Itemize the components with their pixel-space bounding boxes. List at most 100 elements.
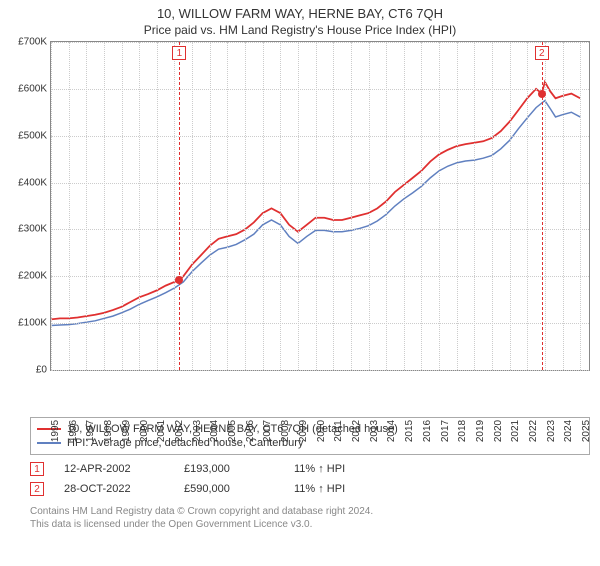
gridline-vertical <box>210 42 211 370</box>
chart-title-line2: Price paid vs. HM Land Registry's House … <box>0 23 600 37</box>
gridline-vertical <box>227 42 228 370</box>
y-tick-label: £400K <box>18 177 47 188</box>
gridline-vertical <box>51 42 52 370</box>
marker-number-box: 2 <box>535 46 549 60</box>
gridline-vertical <box>333 42 334 370</box>
transaction-hpi: 11% ↑ HPI <box>294 483 394 495</box>
y-tick-label: £300K <box>18 224 47 235</box>
x-tick-label: 2011 <box>333 420 344 442</box>
gridline-horizontal <box>51 229 589 230</box>
x-tick-label: 2008 <box>280 420 291 442</box>
transaction-hpi: 11% ↑ HPI <box>294 463 394 475</box>
x-tick-label: 2000 <box>139 420 150 442</box>
y-tick-label: £500K <box>18 130 47 141</box>
x-tick-label: 2012 <box>351 420 362 442</box>
x-axis-labels: 1995199619971998199920002001200220032004… <box>50 371 590 411</box>
transaction-date: 12-APR-2002 <box>64 463 164 475</box>
transaction-date: 28-OCT-2022 <box>64 483 164 495</box>
gridline-vertical <box>580 42 581 370</box>
legend-swatch <box>37 442 61 444</box>
gridline-vertical <box>386 42 387 370</box>
chart-container: 10, WILLOW FARM WAY, HERNE BAY, CT6 7QH … <box>0 6 600 566</box>
x-tick-label: 2023 <box>546 420 557 442</box>
x-tick-label: 1999 <box>121 420 132 442</box>
x-tick-label: 2017 <box>440 420 451 442</box>
x-tick-label: 2014 <box>386 420 397 442</box>
gridline-vertical <box>86 42 87 370</box>
transaction-table: 1 12-APR-2002 £193,000 11% ↑ HPI 2 28-OC… <box>30 459 590 499</box>
x-tick-label: 2003 <box>192 420 203 442</box>
plot-region: £0£100K£200K£300K£400K£500K£600K£700K12 <box>50 41 590 371</box>
gridline-vertical <box>192 42 193 370</box>
x-tick-label: 2021 <box>510 420 521 442</box>
gridline-vertical <box>316 42 317 370</box>
gridline-vertical <box>421 42 422 370</box>
marker-dot <box>175 276 183 284</box>
gridline-horizontal <box>51 323 589 324</box>
gridline-horizontal <box>51 136 589 137</box>
gridline-horizontal <box>51 183 589 184</box>
x-tick-label: 2024 <box>563 420 574 442</box>
transaction-price: £193,000 <box>184 463 274 475</box>
x-tick-label: 2007 <box>262 420 273 442</box>
y-tick-label: £600K <box>18 83 47 94</box>
x-tick-label: 2016 <box>422 420 433 442</box>
x-tick-label: 2025 <box>581 420 592 442</box>
footer-attribution: Contains HM Land Registry data © Crown c… <box>30 505 590 531</box>
gridline-vertical <box>510 42 511 370</box>
transaction-row: 2 28-OCT-2022 £590,000 11% ↑ HPI <box>30 479 590 499</box>
transaction-marker-box: 2 <box>30 482 44 496</box>
marker-dot <box>538 90 546 98</box>
x-tick-label: 2018 <box>457 420 468 442</box>
gridline-vertical <box>563 42 564 370</box>
gridline-vertical <box>404 42 405 370</box>
x-tick-label: 2001 <box>156 420 167 442</box>
transaction-price: £590,000 <box>184 483 274 495</box>
gridline-vertical <box>122 42 123 370</box>
y-tick-label: £200K <box>18 271 47 282</box>
x-tick-label: 1997 <box>85 420 96 442</box>
gridline-vertical <box>139 42 140 370</box>
gridline-vertical <box>457 42 458 370</box>
gridline-vertical <box>174 42 175 370</box>
gridline-vertical <box>439 42 440 370</box>
footer-line: This data is licensed under the Open Gov… <box>30 518 590 531</box>
x-tick-label: 2004 <box>209 420 220 442</box>
x-tick-label: 1995 <box>50 420 61 442</box>
gridline-vertical <box>104 42 105 370</box>
x-tick-label: 2015 <box>404 420 415 442</box>
gridline-vertical <box>157 42 158 370</box>
x-tick-label: 2009 <box>298 420 309 442</box>
footer-line: Contains HM Land Registry data © Crown c… <box>30 505 590 518</box>
gridline-vertical <box>69 42 70 370</box>
x-tick-label: 1998 <box>103 420 114 442</box>
gridline-vertical <box>492 42 493 370</box>
gridline-horizontal <box>51 276 589 277</box>
chart-plot-area: £0£100K£200K£300K£400K£500K£600K£700K12 <box>50 41 590 371</box>
x-tick-label: 2002 <box>174 420 185 442</box>
marker-vertical-line <box>179 42 180 370</box>
gridline-vertical <box>298 42 299 370</box>
x-tick-label: 2019 <box>475 420 486 442</box>
x-tick-label: 2020 <box>493 420 504 442</box>
marker-number-box: 1 <box>172 46 186 60</box>
gridline-vertical <box>351 42 352 370</box>
gridline-vertical <box>527 42 528 370</box>
gridline-vertical <box>474 42 475 370</box>
line-series-svg <box>51 42 589 370</box>
y-tick-label: £0 <box>36 365 47 376</box>
transaction-marker-box: 1 <box>30 462 44 476</box>
gridline-vertical <box>245 42 246 370</box>
y-tick-label: £100K <box>18 318 47 329</box>
chart-title-line1: 10, WILLOW FARM WAY, HERNE BAY, CT6 7QH <box>0 6 600 21</box>
chart-legend: 10, WILLOW FARM WAY, HERNE BAY, CT6 7QH … <box>30 417 590 455</box>
gridline-vertical <box>280 42 281 370</box>
x-tick-label: 1996 <box>68 420 79 442</box>
gridline-horizontal <box>51 89 589 90</box>
x-tick-label: 2006 <box>245 420 256 442</box>
x-tick-label: 2010 <box>316 420 327 442</box>
gridline-vertical <box>263 42 264 370</box>
x-tick-label: 2013 <box>369 420 380 442</box>
transaction-row: 1 12-APR-2002 £193,000 11% ↑ HPI <box>30 459 590 479</box>
gridline-horizontal <box>51 42 589 43</box>
